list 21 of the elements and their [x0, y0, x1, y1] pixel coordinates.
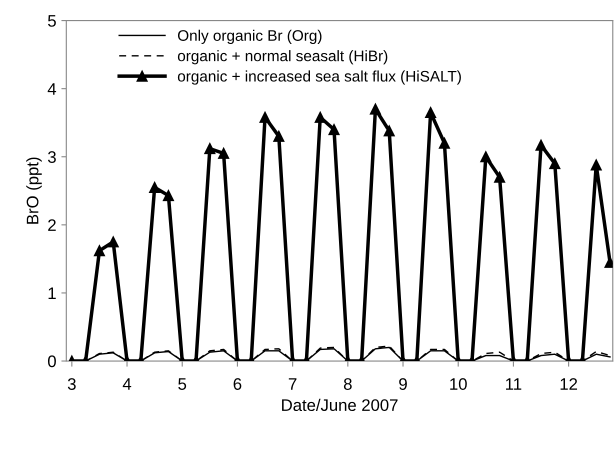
- x-axis-title: Date/June 2007: [282, 398, 398, 412]
- x-tick-label: 9: [399, 378, 407, 390]
- x-tick-label: 5: [178, 378, 186, 390]
- x-tick-label: 4: [122, 378, 132, 390]
- y-tick-label: 3: [48, 151, 56, 163]
- y-tick-label: 2: [48, 219, 56, 231]
- legend-label: organic + increased sea salt flux (HiSALT): [178, 70, 461, 85]
- x-tick-label: 10: [450, 378, 467, 390]
- x-tick-label: 6: [234, 378, 242, 390]
- legend-label: organic + normal seasalt (HiBr): [178, 50, 388, 64]
- y-tick-label: 1: [48, 288, 56, 299]
- y-tick-label: 0: [48, 355, 56, 368]
- legend-label: Only organic Br (Org): [178, 30, 322, 44]
- x-tick-label: 7: [288, 378, 296, 390]
- x-tick-label: 3: [68, 378, 76, 390]
- x-tick-label: 11: [506, 378, 522, 390]
- y-tick-label: 4: [48, 83, 56, 95]
- x-tick-label: 8: [344, 378, 352, 390]
- y-tick-label: 5: [48, 15, 56, 27]
- y-axis-title: BrO (ppt): [26, 158, 42, 224]
- x-tick-label: 12: [560, 378, 578, 390]
